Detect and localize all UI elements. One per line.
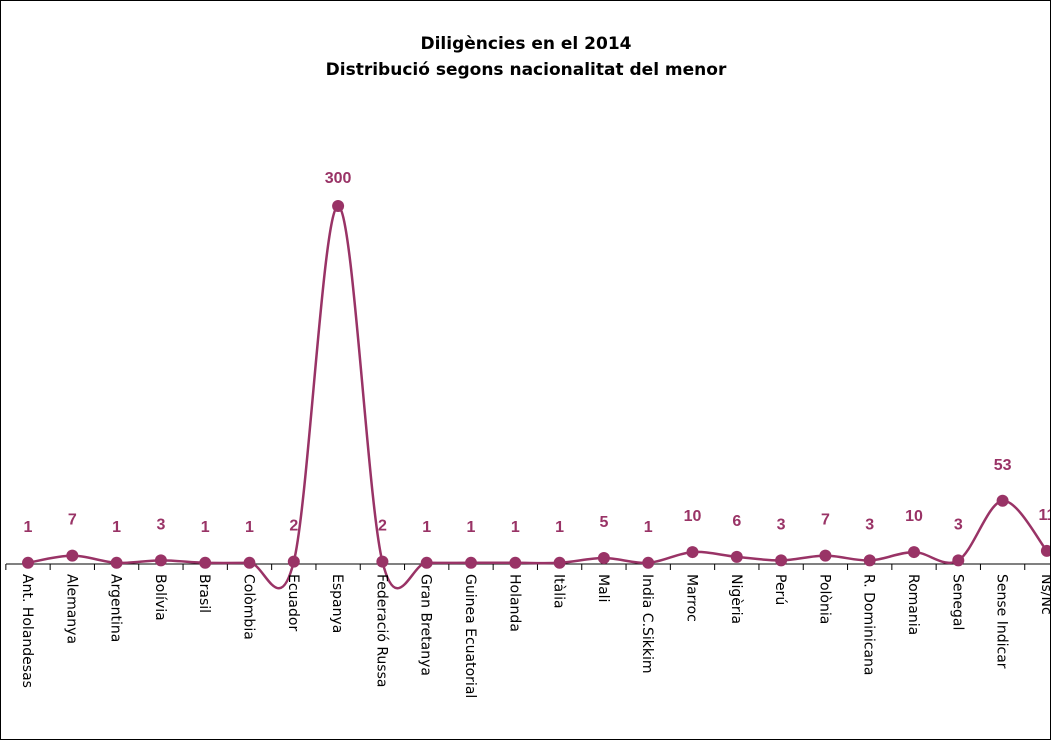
- x-tick-label: Colòmbia: [241, 574, 257, 640]
- data-point-marker: [465, 556, 477, 569]
- data-label: 1: [245, 519, 254, 536]
- data-point-marker: [908, 546, 920, 559]
- x-tick-label: Senegal: [949, 574, 965, 630]
- series-line-group: [27, 204, 1048, 590]
- data-label: 3: [865, 516, 874, 533]
- x-tick-label: Romania: [905, 574, 921, 635]
- data-labels: 171311230021111511063731035311: [24, 170, 1050, 536]
- data-point-marker: [775, 554, 788, 567]
- data-label: 53: [994, 457, 1012, 474]
- data-label: 1: [422, 519, 431, 536]
- data-point-marker: [863, 554, 876, 567]
- x-tick-label: Ecuador: [285, 574, 301, 631]
- x-tick-label: Itàlia: [551, 574, 567, 609]
- chart-subtitle: Distribució segons nacionalitat del meno…: [326, 60, 727, 80]
- x-tick-label: Gran Bretanya: [418, 574, 434, 676]
- x-tick-label: Bolívia: [152, 574, 168, 621]
- data-point-marker: [952, 554, 965, 567]
- x-tick-label: Sense Indicar: [994, 574, 1010, 669]
- data-point-marker: [110, 556, 123, 569]
- x-tick-label: R. Dominicana: [861, 574, 877, 676]
- data-label: 300: [325, 170, 352, 187]
- data-label: 1: [511, 519, 520, 536]
- data-point-marker: [376, 555, 389, 568]
- data-point-marker: [553, 556, 566, 569]
- data-point-marker: [642, 556, 655, 569]
- data-point-marker: [1040, 544, 1050, 557]
- series-line: [27, 204, 1048, 590]
- data-point-marker: [686, 546, 699, 559]
- data-label: 10: [905, 508, 923, 525]
- x-tick-label: Alemanya: [63, 574, 79, 644]
- data-label: 5: [599, 514, 608, 531]
- x-tick-label: Perú: [772, 574, 788, 605]
- x-tick-label: Marroc: [684, 574, 700, 622]
- x-tick-label: Federació Russa: [373, 574, 389, 687]
- x-tick-label: Nigèria: [728, 574, 744, 624]
- data-label: 7: [68, 512, 77, 529]
- data-point-marker: [287, 555, 300, 568]
- data-label: 1: [112, 519, 121, 536]
- x-tick-label: Guinea Ecuatorial: [462, 574, 478, 698]
- data-point-marker: [730, 550, 743, 563]
- data-point-marker: [819, 549, 832, 562]
- data-label: 3: [156, 516, 165, 533]
- data-label: 3: [954, 516, 963, 533]
- data-point-marker: [996, 494, 1009, 507]
- data-label: 7: [821, 512, 830, 529]
- data-point-marker: [597, 552, 610, 565]
- data-label: 2: [289, 518, 298, 535]
- x-tick-label: India C.Sikkim: [639, 574, 655, 674]
- data-label: 2: [378, 518, 387, 535]
- x-tick-label: Ant. Holandesas: [19, 574, 35, 688]
- data-label: 1: [24, 519, 33, 536]
- data-point-marker: [332, 200, 345, 212]
- data-point-marker: [199, 556, 212, 569]
- x-tick-label: Espanya: [329, 574, 345, 633]
- chart-title: Diligències en el 2014: [420, 34, 631, 54]
- x-tick-label: Polònia: [816, 574, 832, 624]
- data-label: 6: [732, 513, 741, 530]
- x-tick-label: Ns/Nc: [1038, 574, 1050, 615]
- data-point-marker: [509, 556, 522, 569]
- x-tick-labels: Ant. Holandesas Alemanya Argentina Bolívia B…: [19, 574, 1050, 698]
- x-tick-label: Argentina: [108, 574, 124, 642]
- x-tick-label: Brasil: [196, 574, 212, 613]
- data-point-marker: [243, 556, 256, 569]
- point-markers: [22, 200, 1050, 569]
- data-label: 11: [1038, 507, 1050, 524]
- data-point-marker: [154, 554, 167, 567]
- data-point-marker: [420, 556, 433, 569]
- data-label: 1: [467, 519, 476, 536]
- data-label: 1: [201, 519, 210, 536]
- x-tick-label: Holanda: [506, 574, 522, 632]
- data-label: 1: [555, 519, 564, 536]
- data-point-marker: [22, 556, 34, 569]
- data-point-marker: [66, 549, 79, 562]
- data-label: 10: [684, 508, 702, 525]
- x-tick-label: Mali: [595, 574, 611, 602]
- data-label: 3: [777, 516, 786, 533]
- data-label: 1: [644, 519, 653, 536]
